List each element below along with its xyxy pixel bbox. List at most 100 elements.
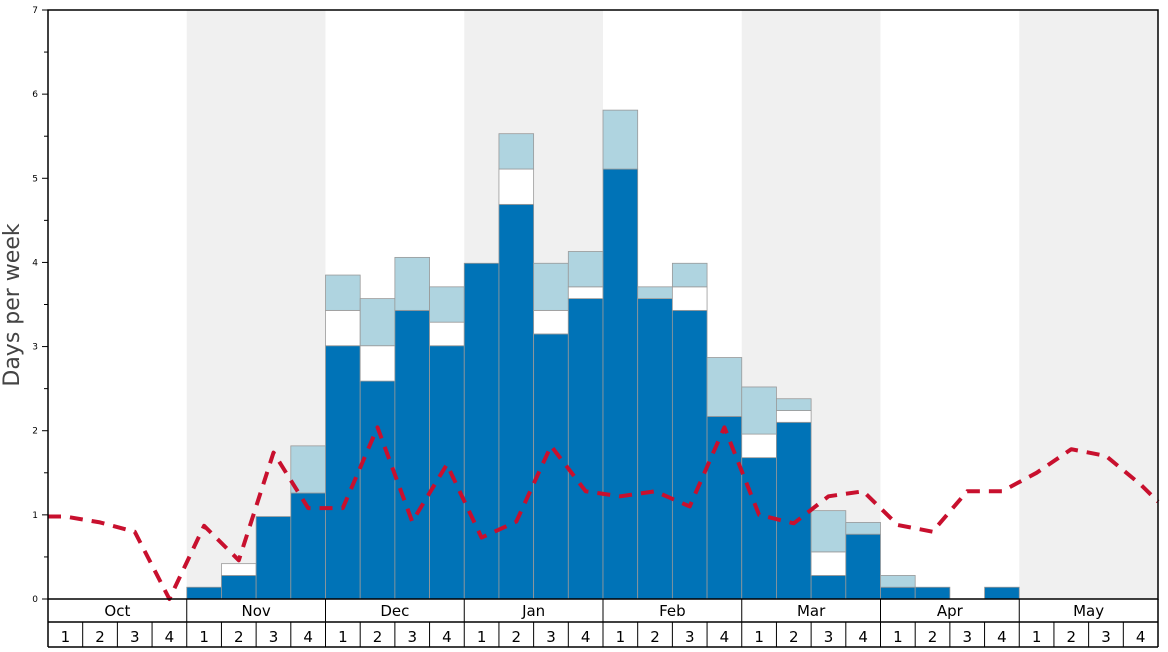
bar-white-week-21 bbox=[741, 433, 777, 459]
bar-dark-week-10 bbox=[359, 380, 396, 600]
month-label-dec: Dec bbox=[380, 602, 409, 620]
month-label-oct: Oct bbox=[104, 602, 130, 620]
bar-light-week-18 bbox=[637, 286, 673, 300]
week-label-27: 3 bbox=[962, 628, 972, 646]
week-label-14: 2 bbox=[512, 628, 522, 646]
week-label-22: 2 bbox=[789, 628, 799, 646]
bar-dark-week-22 bbox=[776, 421, 812, 600]
bar-light-week-11 bbox=[394, 256, 430, 311]
month-label-nov: Nov bbox=[241, 602, 270, 620]
y-tick-label-7: 7 bbox=[32, 6, 38, 16]
bar-dark-week-7 bbox=[255, 516, 292, 600]
bar-white-week-15 bbox=[533, 309, 569, 335]
y-tick-label-1: 1 bbox=[32, 511, 38, 521]
y-tick-label-2: 2 bbox=[32, 427, 38, 437]
week-label-28: 4 bbox=[997, 628, 1007, 646]
y-axis: 0 1 2 3 4 5 6 7 bbox=[32, 6, 48, 605]
bar-light-week-17 bbox=[602, 109, 639, 170]
bar-dark-week-25 bbox=[880, 586, 916, 600]
bar-light-week-10 bbox=[359, 298, 396, 347]
week-label-20: 4 bbox=[720, 628, 730, 646]
y-axis-label: Days per week bbox=[0, 223, 25, 386]
week-label-8: 4 bbox=[303, 628, 313, 646]
bar-light-week-19 bbox=[671, 262, 708, 288]
line-layer bbox=[48, 425, 1160, 601]
week-label-4: 4 bbox=[165, 628, 175, 646]
week-label-11: 3 bbox=[407, 628, 417, 646]
bar-dark-week-15 bbox=[533, 333, 569, 600]
bar-white-week-12 bbox=[429, 321, 465, 347]
x-axis: Oct Nov Dec Jan Feb Mar Apr May 1 2 3 4 1 2 3 4 1 2 3 4 1 2 3 4… bbox=[47, 599, 1159, 648]
week-label-13: 1 bbox=[477, 628, 487, 646]
month-label-mar: Mar bbox=[797, 602, 826, 620]
y-tick-label-5: 5 bbox=[32, 174, 38, 184]
bar-dark-week-19 bbox=[671, 309, 708, 600]
bar-white-week-19 bbox=[671, 286, 708, 311]
week-label-16: 4 bbox=[581, 628, 591, 646]
bar-white-week-9 bbox=[325, 309, 361, 347]
bar-dark-week-11 bbox=[394, 309, 430, 600]
y-tick-label-6: 6 bbox=[32, 90, 38, 100]
bar-dark-week-28 bbox=[984, 586, 1020, 600]
week-label-9: 1 bbox=[338, 628, 348, 646]
week-label-5: 1 bbox=[199, 628, 209, 646]
bar-dark-week-8 bbox=[290, 492, 326, 600]
month-label-feb: Feb bbox=[659, 602, 686, 620]
month-label-jan: Jan bbox=[521, 602, 545, 620]
y-tick-label-0: 0 bbox=[32, 595, 38, 605]
week-label-24: 4 bbox=[858, 628, 868, 646]
bar-dark-week-13 bbox=[463, 262, 500, 600]
bar-dark-week-20 bbox=[706, 416, 743, 600]
bar-dark-week-6 bbox=[221, 575, 257, 600]
bar-light-week-20 bbox=[706, 357, 743, 417]
bar-light-week-9 bbox=[325, 274, 361, 311]
bar-dark-week-12 bbox=[429, 345, 465, 600]
bar-light-week-23 bbox=[810, 510, 847, 553]
week-label-7: 3 bbox=[269, 628, 279, 646]
trend-line bbox=[48, 425, 1160, 601]
bar-dark-week-26 bbox=[914, 586, 951, 600]
bar-dark-week-24 bbox=[845, 533, 881, 600]
week-label-21: 1 bbox=[754, 628, 764, 646]
y-tick-label-4: 4 bbox=[32, 258, 38, 268]
bar-white-week-23 bbox=[810, 551, 847, 576]
y-tick-label-3: 3 bbox=[32, 343, 38, 353]
week-label-3: 3 bbox=[130, 628, 140, 646]
bar-light-week-22 bbox=[776, 398, 812, 411]
week-label-2: 2 bbox=[95, 628, 105, 646]
month-label-may: May bbox=[1073, 602, 1104, 620]
week-label-6: 2 bbox=[234, 628, 244, 646]
bar-white-week-10 bbox=[359, 345, 396, 382]
bar-dark-week-9 bbox=[325, 345, 361, 600]
week-label-30: 2 bbox=[1067, 628, 1077, 646]
bar-white-week-14 bbox=[498, 168, 535, 205]
week-label-1: 1 bbox=[61, 628, 71, 646]
bar-light-week-16 bbox=[567, 251, 604, 288]
week-label-31: 3 bbox=[1101, 628, 1111, 646]
bar-light-week-24 bbox=[845, 522, 881, 535]
bar-light-week-21 bbox=[741, 386, 777, 435]
bar-light-week-14 bbox=[498, 133, 535, 170]
week-label-19: 3 bbox=[685, 628, 695, 646]
week-label-29: 1 bbox=[1032, 628, 1042, 646]
month-label-apr: Apr bbox=[937, 602, 964, 620]
week-label-18: 2 bbox=[650, 628, 660, 646]
bar-dark-week-17 bbox=[602, 168, 639, 600]
bars-layer bbox=[186, 109, 1020, 600]
bar-dark-week-23 bbox=[810, 575, 847, 600]
week-label-10: 2 bbox=[373, 628, 383, 646]
week-label-25: 1 bbox=[893, 628, 903, 646]
week-label-15: 3 bbox=[546, 628, 556, 646]
bar-white-week-6 bbox=[221, 563, 257, 576]
bar-white-week-16 bbox=[567, 286, 604, 300]
month-shade-may bbox=[1019, 10, 1158, 599]
week-label-12: 4 bbox=[442, 628, 452, 646]
bar-light-week-25 bbox=[880, 575, 916, 588]
bar-dark-week-14 bbox=[498, 203, 535, 600]
bar-dark-week-21 bbox=[741, 457, 777, 600]
week-label-32: 4 bbox=[1136, 628, 1146, 646]
bar-dark-week-18 bbox=[637, 298, 673, 600]
bar-light-week-12 bbox=[429, 286, 465, 323]
